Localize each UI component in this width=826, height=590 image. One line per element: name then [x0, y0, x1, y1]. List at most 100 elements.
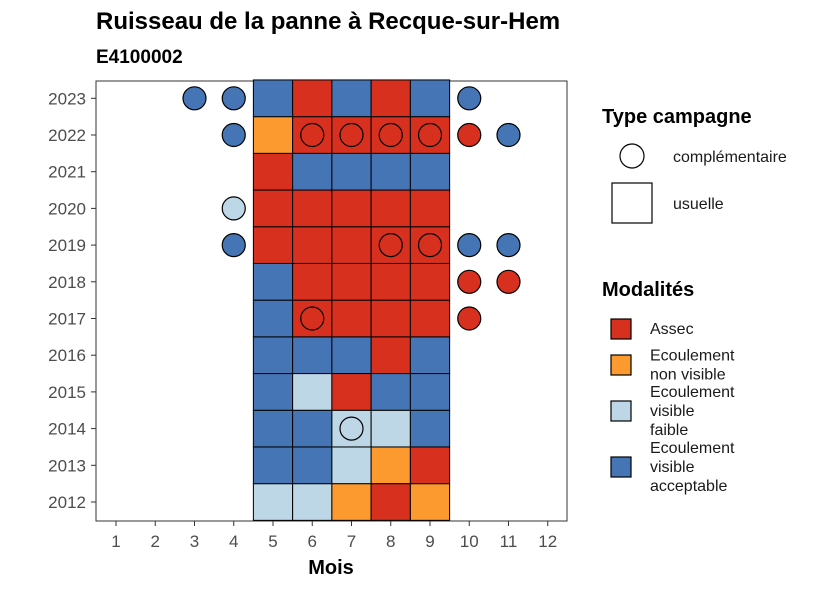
tile-2016-5 [252, 336, 294, 375]
tile-2019-6 [292, 226, 333, 264]
legend-type-campagne: Type campagne complémentaire usuelle [602, 106, 787, 224]
point-2014-7 [339, 416, 364, 441]
x-tick-label: 3 [190, 532, 199, 551]
tile-2015-8 [370, 373, 411, 411]
tile-2012-6 [292, 483, 333, 521]
y-tick-label: 2016 [48, 346, 86, 365]
tile-2015-9 [409, 373, 451, 411]
tile-2020-5 [252, 189, 294, 228]
tile-2020-7 [331, 189, 372, 228]
x-tick-label: 10 [460, 532, 479, 551]
circle-layer [182, 86, 521, 441]
y-tick-label: 2018 [48, 273, 86, 292]
tile-2019-7 [331, 226, 372, 264]
tile-2012-9 [409, 483, 451, 521]
tile-2014-8 [370, 409, 411, 448]
x-tick-label: 6 [308, 532, 317, 551]
tile-2021-9 [409, 152, 451, 191]
tile-2014-9 [409, 409, 451, 448]
y-tick-label: 2021 [48, 163, 86, 182]
point-2019-9 [417, 233, 443, 258]
tile-2015-7 [331, 373, 372, 411]
tile-2016-8 [370, 336, 411, 375]
legend-label-env: Ecoulement non visible [650, 348, 735, 384]
y-axis: 2012 2013 2014 2015 2016 2017 2018 2019 2020 2021… [48, 89, 96, 512]
x-tick-label: 8 [386, 532, 395, 551]
point-2023-3 [182, 86, 207, 111]
x-tick-label: 4 [229, 532, 238, 551]
point-2022-7 [339, 122, 364, 148]
tile-2016-9 [409, 336, 451, 375]
point-2020-4 [221, 196, 246, 221]
legend-key-assec [610, 318, 632, 340]
tile-2015-5 [252, 373, 294, 411]
y-tick-label: 2022 [48, 126, 86, 145]
tile-2013-9 [409, 446, 451, 485]
tile-2013-6 [292, 446, 333, 485]
tile-2020-6 [292, 189, 333, 228]
y-tick-label: 2012 [48, 493, 86, 512]
legend-shape-label: complémentaire [673, 149, 787, 166]
legend-label-eva: Ecoulement visible acceptable [650, 440, 735, 495]
tile-2016-7 [331, 336, 372, 375]
legend-key-evf [610, 400, 632, 422]
legend-shape-label: usuelle [673, 196, 724, 213]
legend-label-assec: Assec [650, 321, 694, 338]
point-2022-4 [221, 122, 246, 148]
point-2022-6 [300, 122, 325, 148]
tile-2014-6 [292, 409, 333, 448]
legend-circle-key [619, 143, 645, 169]
x-tick-label: 1 [111, 532, 120, 551]
point-2022-8 [378, 122, 403, 148]
tile-2023-9 [409, 79, 451, 118]
tile-2018-7 [331, 262, 372, 301]
tile-2016-6 [292, 336, 333, 375]
tile-2022-5 [252, 116, 294, 154]
tile-2023-6 [292, 79, 333, 118]
y-tick-label: 2023 [48, 89, 86, 108]
tile-2023-8 [370, 79, 411, 118]
tile-2013-7 [331, 446, 372, 485]
point-2019-11 [496, 233, 521, 258]
tile-2012-7 [331, 483, 372, 521]
point-2018-10 [457, 269, 482, 294]
point-2022-11 [496, 122, 521, 148]
tile-2023-5 [252, 79, 294, 118]
x-tick-label: 11 [500, 532, 518, 551]
y-tick-label: 2017 [48, 310, 86, 329]
x-tick-label: 2 [151, 532, 160, 551]
point-2017-6 [300, 306, 325, 331]
point-2023-4 [221, 86, 246, 111]
tile-2012-5 [252, 483, 294, 521]
tile-2017-7 [331, 299, 372, 338]
legend-modalites: Modalités Assec Ecoulement non visible Ecou… [602, 279, 735, 495]
x-tick-label: 9 [425, 532, 434, 551]
legend-fill-title: Modalités [602, 279, 694, 301]
tile-2023-7 [331, 79, 372, 118]
point-2019-10 [457, 233, 482, 258]
point-2019-4 [221, 233, 246, 258]
y-tick-label: 2019 [48, 236, 86, 255]
point-2022-10 [457, 122, 482, 148]
legend-square-key [611, 182, 653, 224]
x-axis: 1 2 3 4 5 6 7 8 9 10 11 12 [111, 521, 557, 551]
y-tick-label: 2020 [48, 199, 86, 218]
tile-2014-5 [252, 409, 294, 448]
tile-2021-6 [292, 152, 333, 191]
y-tick-label: 2014 [48, 420, 86, 439]
tile-2018-9 [409, 262, 451, 301]
tile-2013-8 [370, 446, 411, 485]
tile-2020-8 [370, 189, 411, 228]
tile-2018-8 [370, 262, 411, 301]
tile-2015-6 [292, 373, 333, 411]
x-tick-label: 5 [268, 532, 277, 551]
point-2022-9 [417, 122, 443, 148]
y-tick-label: 2015 [48, 383, 86, 402]
chart-title: Ruisseau de la panne à Recque-sur-Hem [96, 8, 560, 35]
tile-2020-9 [409, 189, 451, 228]
x-tick-label: 12 [538, 532, 557, 551]
tile-2017-9 [409, 299, 451, 338]
legend-key-env [610, 354, 632, 376]
tile-2021-5 [252, 152, 294, 191]
chart-subtitle: E4100002 [96, 47, 183, 68]
